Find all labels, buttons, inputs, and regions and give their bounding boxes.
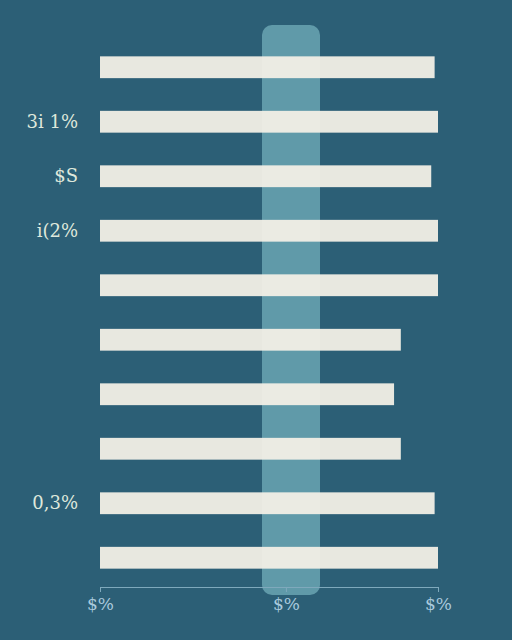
y-tick: 0,3% bbox=[32, 492, 78, 513]
x-tick: $% bbox=[273, 587, 300, 614]
y-axis-line bbox=[100, 41, 101, 586]
y-tick-label: 0,3% bbox=[32, 492, 78, 513]
bar bbox=[100, 274, 438, 296]
x-tick-label: $% bbox=[87, 594, 114, 614]
y-tick: $S bbox=[54, 165, 78, 186]
y-tick: i(2% bbox=[37, 220, 78, 241]
x-axis: $% $% $% bbox=[87, 587, 452, 614]
bar bbox=[100, 165, 431, 187]
x-axis-line bbox=[101, 588, 439, 593]
background bbox=[0, 0, 512, 640]
x-tick-mark bbox=[438, 587, 439, 592]
y-axis: 3i 1% $S i(2% 0,3% bbox=[27, 41, 101, 586]
bar bbox=[100, 111, 438, 133]
y-tick: 3i 1% bbox=[27, 111, 79, 132]
chart: $% $% $% 3i 1% $S i(2% 0,3% bbox=[0, 0, 512, 640]
x-tick: $% bbox=[87, 587, 114, 614]
bar bbox=[100, 438, 401, 460]
x-tick-label: $% bbox=[273, 594, 300, 614]
y-tick-label: $S bbox=[54, 165, 78, 186]
y-tick-label: i(2% bbox=[37, 220, 78, 241]
x-tick-mark bbox=[100, 587, 101, 592]
y-tick-label: 3i 1% bbox=[27, 111, 79, 132]
bar bbox=[100, 547, 438, 569]
x-tick: $% bbox=[425, 587, 452, 614]
plot-area bbox=[100, 56, 438, 568]
x-tick-label: $% bbox=[425, 594, 452, 614]
bar bbox=[100, 220, 438, 242]
bar bbox=[100, 56, 435, 78]
bar bbox=[100, 492, 435, 514]
bar bbox=[100, 383, 394, 405]
x-tick-mark bbox=[286, 587, 287, 592]
bar bbox=[100, 329, 401, 351]
